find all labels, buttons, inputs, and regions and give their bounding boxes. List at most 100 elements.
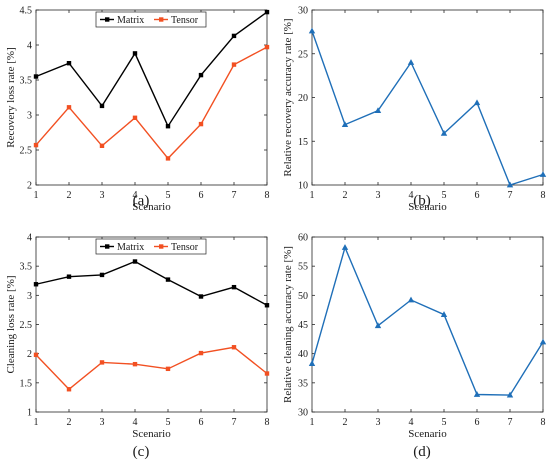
x-tick-label: 5 xyxy=(442,417,447,428)
x-tick-label: 4 xyxy=(133,190,138,201)
data-point xyxy=(407,296,415,303)
data-point xyxy=(231,345,237,350)
x-tick-label: 2 xyxy=(343,417,348,428)
x-tick-label: 1 xyxy=(310,190,315,201)
x-tick-label: 2 xyxy=(343,190,348,201)
y-tick-label: 10 xyxy=(298,181,308,192)
y-tick-label: 2 xyxy=(27,349,32,360)
y-tick-label: 3.5 xyxy=(20,76,33,87)
data-point xyxy=(506,181,514,188)
data-point xyxy=(165,156,171,161)
y-tick-label: 2.5 xyxy=(20,320,33,331)
data-point xyxy=(66,274,72,279)
data-point xyxy=(231,33,237,39)
y-tick-label: 4 xyxy=(27,233,32,244)
legend-label: Tensor xyxy=(171,15,199,26)
x-tick-label: 5 xyxy=(166,417,171,428)
x-tick-label: 8 xyxy=(541,190,546,201)
data-point xyxy=(198,294,204,299)
data-point xyxy=(539,171,547,177)
data-point xyxy=(374,322,382,329)
data-point xyxy=(308,27,316,34)
data-point xyxy=(132,51,138,56)
data-point xyxy=(440,129,448,136)
x-axis-label: Scenario xyxy=(132,428,171,440)
panel-label: (c) xyxy=(133,444,150,460)
y-tick-label: 40 xyxy=(298,349,308,360)
x-tick-label: 3 xyxy=(100,190,105,201)
data-point xyxy=(33,352,39,358)
y-tick-label: 15 xyxy=(298,137,308,148)
legend-swatch-marker xyxy=(159,17,164,22)
x-tick-label: 1 xyxy=(34,417,39,428)
data-point xyxy=(33,74,39,79)
data-point xyxy=(132,115,138,120)
series-line-tensor xyxy=(35,46,268,160)
y-tick-label: 30 xyxy=(298,408,308,419)
data-point xyxy=(198,121,204,127)
x-tick-label: 3 xyxy=(376,417,381,428)
y-tick-label: 3.5 xyxy=(20,262,33,273)
y-tick-label: 55 xyxy=(298,262,308,273)
data-point xyxy=(99,103,105,109)
x-tick-label: 7 xyxy=(508,417,513,428)
y-tick-label: 3 xyxy=(27,111,32,122)
y-tick-label: 25 xyxy=(298,49,308,60)
plot-frame xyxy=(35,9,268,186)
x-tick-label: 4 xyxy=(133,417,138,428)
panel-label: (a) xyxy=(133,193,150,209)
plot-frame xyxy=(35,236,268,413)
x-tick-label: 8 xyxy=(541,417,546,428)
y-axis-label: Relative recovery accuracy rate [%] xyxy=(282,18,294,176)
legend-label: Matrix xyxy=(117,242,144,253)
y-tick-label: 3 xyxy=(27,291,32,302)
data-point xyxy=(165,277,171,282)
data-point xyxy=(407,59,415,65)
y-tick-label: 35 xyxy=(298,378,308,389)
data-point xyxy=(99,272,105,278)
y-tick-label: 2 xyxy=(27,181,32,192)
x-tick-label: 6 xyxy=(475,190,480,201)
data-point xyxy=(132,361,138,367)
data-point xyxy=(198,72,204,78)
data-point xyxy=(506,391,514,398)
y-tick-label: 2.5 xyxy=(20,146,33,157)
y-tick-label: 45 xyxy=(298,320,308,331)
y-tick-label: 1.5 xyxy=(20,378,33,389)
x-tick-label: 7 xyxy=(232,417,237,428)
data-point xyxy=(264,44,270,50)
x-tick-label: 6 xyxy=(199,417,204,428)
panel-label: (b) xyxy=(413,193,431,209)
series-line-relative xyxy=(311,245,544,396)
data-point xyxy=(473,391,481,397)
data-point xyxy=(165,124,171,129)
x-tick-label: 3 xyxy=(100,417,105,428)
series-line-tensor xyxy=(35,346,268,391)
y-axis-label: Recovery loss rate [%] xyxy=(5,47,17,148)
series-line-relative xyxy=(311,30,544,186)
x-axis-label: Scenario xyxy=(408,428,447,440)
legend-box xyxy=(95,238,207,255)
series-line-matrix xyxy=(35,260,268,306)
data-point xyxy=(264,9,270,15)
data-point xyxy=(99,143,105,148)
x-tick-label: 6 xyxy=(475,417,480,428)
data-point xyxy=(66,61,72,66)
data-point xyxy=(374,107,382,114)
legend-swatch-marker xyxy=(159,244,164,249)
x-tick-label: 8 xyxy=(265,190,270,201)
data-point xyxy=(231,62,237,67)
y-tick-label: 20 xyxy=(298,93,308,104)
y-tick-label: 1 xyxy=(27,408,32,419)
x-axis-label: Scenario xyxy=(132,201,171,213)
x-tick-label: 4 xyxy=(409,190,414,201)
x-tick-label: 2 xyxy=(67,190,72,201)
y-tick-label: 60 xyxy=(298,233,308,244)
data-point xyxy=(539,338,547,345)
data-point xyxy=(198,350,204,356)
x-tick-label: 1 xyxy=(310,417,315,428)
data-point xyxy=(33,142,39,148)
